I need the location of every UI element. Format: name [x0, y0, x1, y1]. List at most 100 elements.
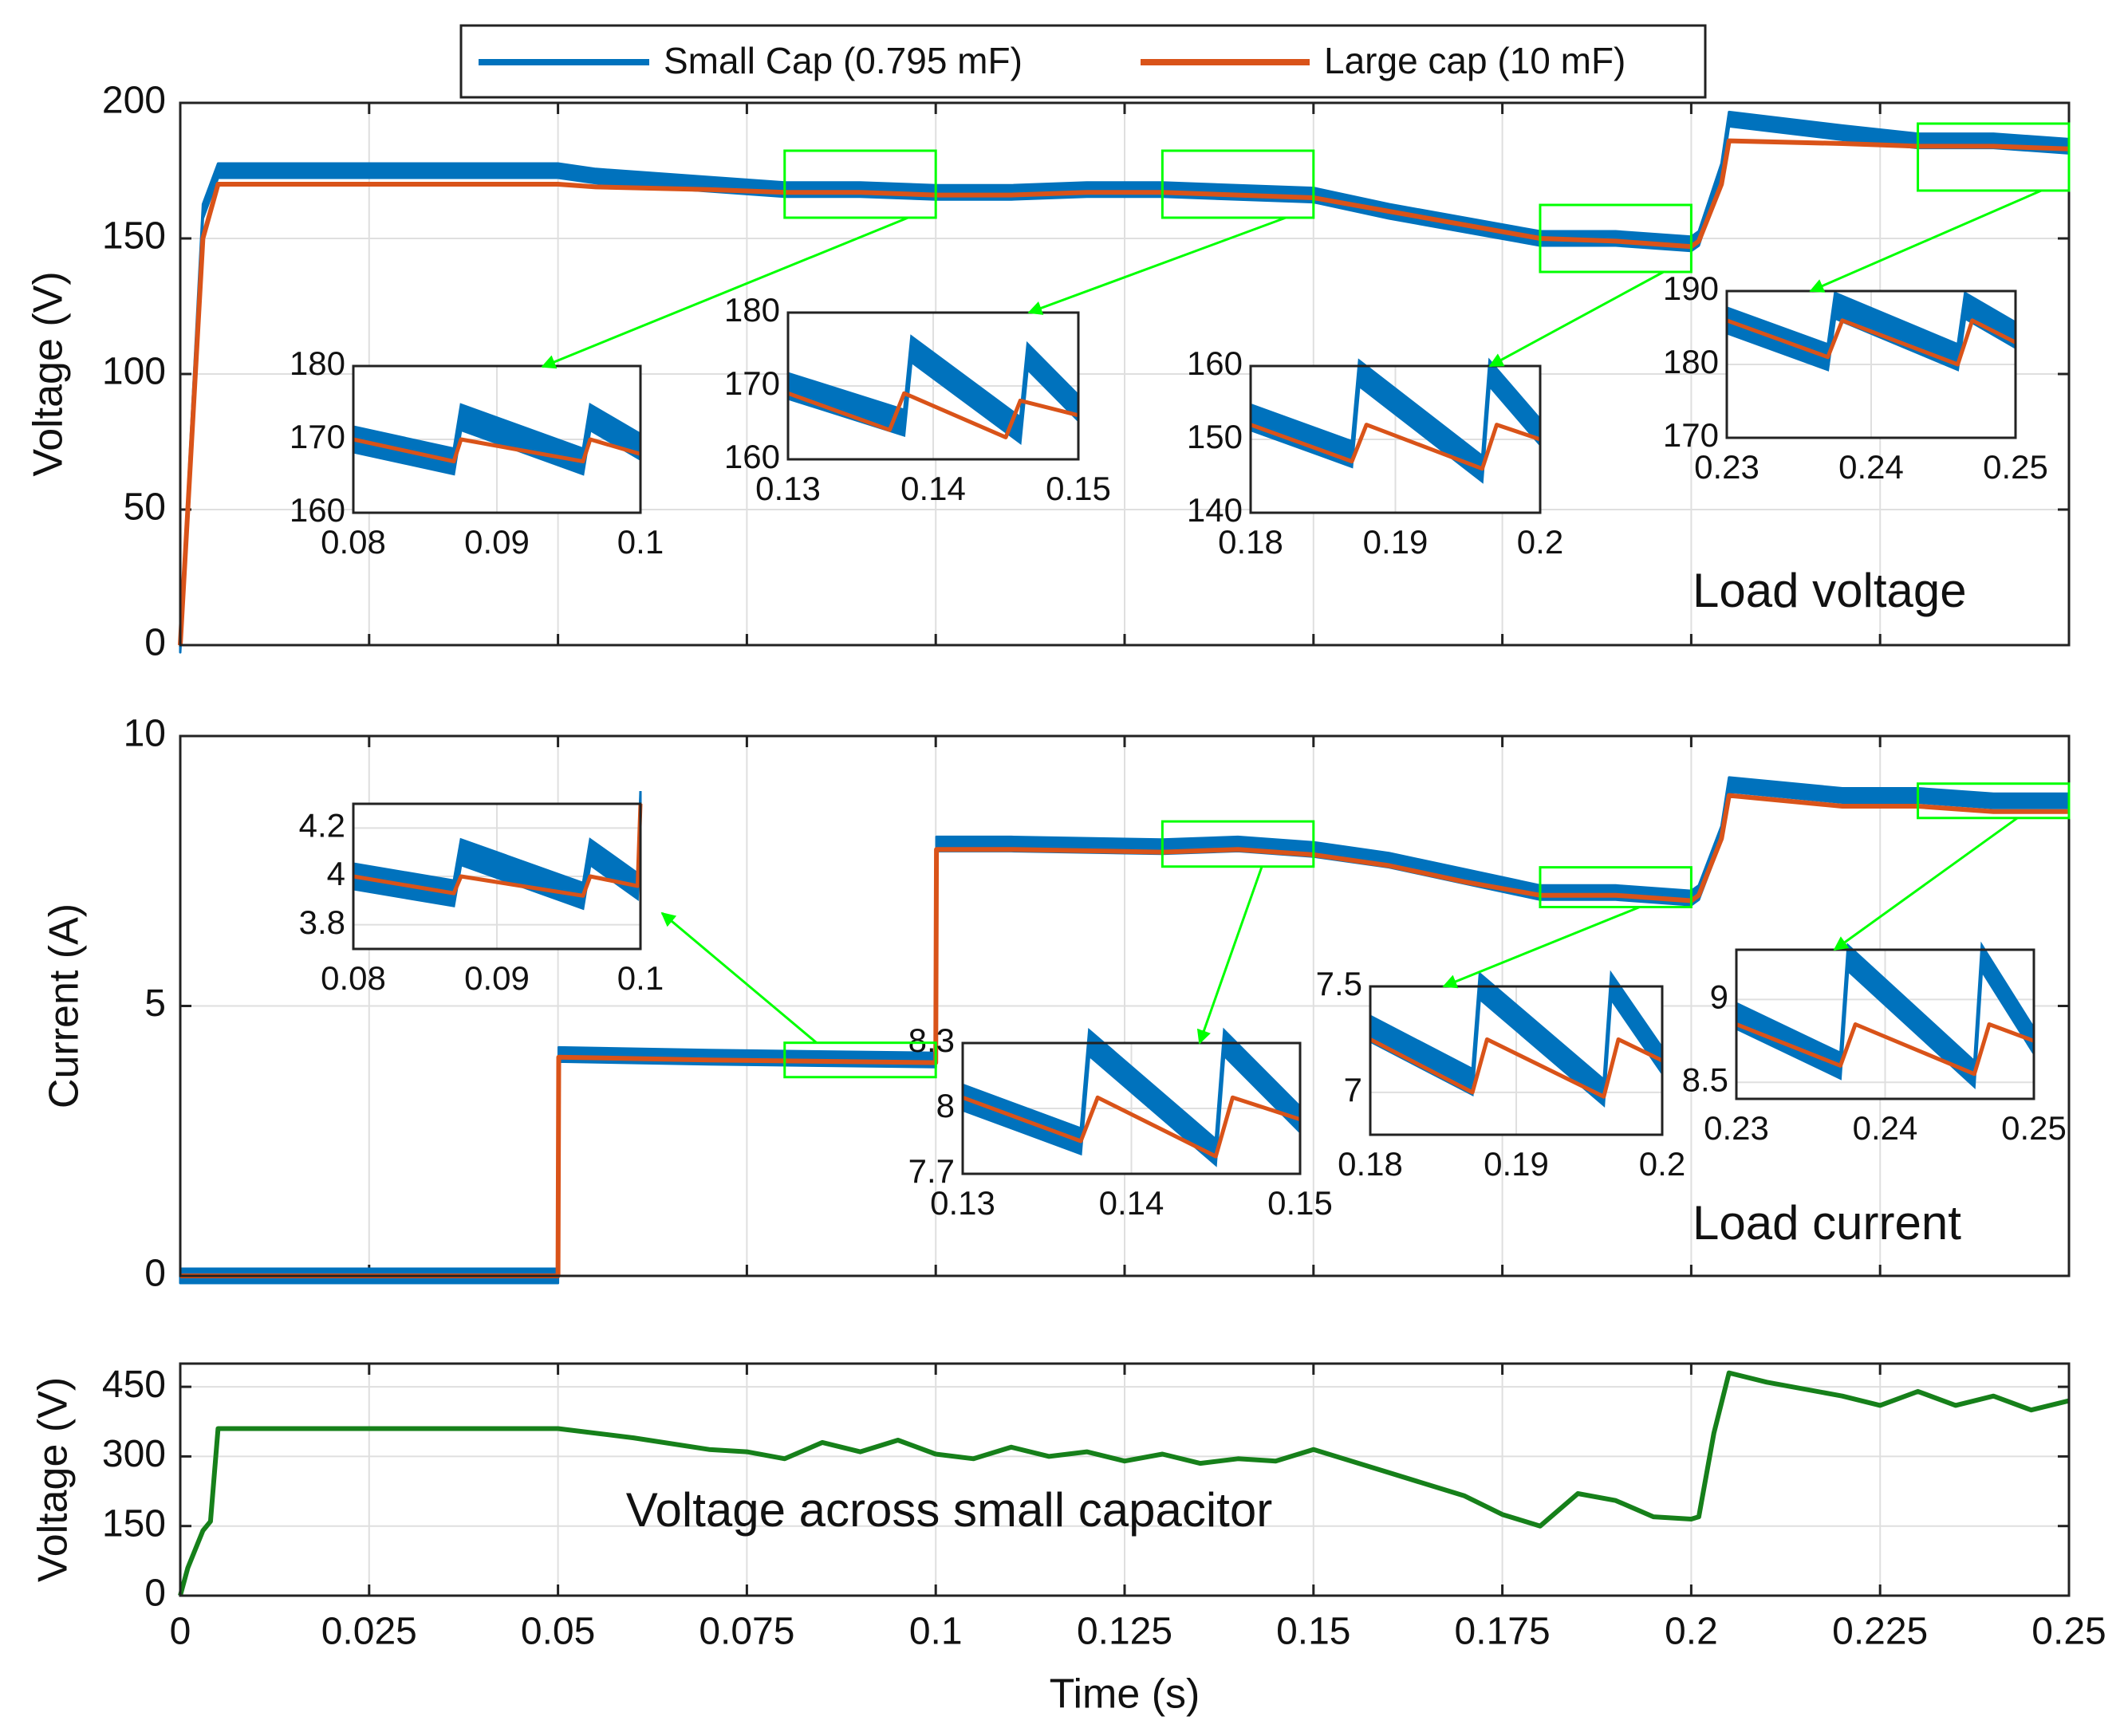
inset-x-tick-label: 0.14 — [900, 470, 966, 507]
y-tick-label: 100 — [102, 351, 166, 393]
zoom-arrow — [541, 216, 909, 369]
inset-axes-box — [1369, 985, 1664, 1136]
inset-y-tick-label: 150 — [1187, 418, 1243, 455]
x-tick-label: 0.25 — [2031, 1611, 2106, 1653]
zoom-arrow — [1027, 216, 1287, 315]
y-axis-label: Current (A) — [41, 903, 88, 1108]
y-tick-label: 200 — [102, 80, 166, 122]
x-tick-label: 0.175 — [1455, 1611, 1551, 1653]
inset-axes-box — [786, 311, 1080, 461]
series — [178, 1370, 2070, 1596]
y-axis-label: Voltage (V) — [26, 271, 72, 476]
y-tick-label: 0 — [144, 1573, 166, 1615]
legend-large-cap-label: Large cap (10 mF) — [1324, 40, 1626, 81]
inset-large-cap-line — [1250, 423, 1541, 471]
y-tick-label: 450 — [102, 1364, 166, 1406]
zoom-inset-6: 0.13 0.14 0.15 7.7 8 8.3 — [908, 1022, 1333, 1222]
zoom-highlight-box — [783, 149, 937, 219]
legend-box — [459, 24, 1707, 99]
zoom-inset-8: 0.23 0.24 0.25 8.5 9 — [1682, 941, 2067, 1147]
inset-y-tick-label: 140 — [1187, 491, 1243, 529]
y-tick-label: 150 — [102, 1502, 166, 1545]
inset-large-cap-line — [1726, 318, 2017, 367]
inset-large-cap-line — [353, 803, 643, 898]
inset-x-tick-label: 0.1 — [617, 959, 664, 997]
x-tick-label: 0.2 — [1665, 1611, 1718, 1653]
inset-large-cap-line — [353, 437, 641, 464]
inset-x-tick-label: 0.08 — [321, 959, 386, 997]
inset-y-tick-label: 8 — [936, 1087, 955, 1124]
inset-y-tick-label: 7.7 — [908, 1152, 955, 1190]
y-tick-label: 150 — [102, 215, 166, 258]
inset-x-tick-label: 0.1 — [617, 523, 664, 561]
zoom-inset-2: 0.13 0.14 0.15 160 170 180 — [724, 291, 1111, 507]
inset-x-tick-label: 0.24 — [1838, 448, 1904, 486]
zoom-inset-4: 0.23 0.24 0.25 170 180 190 — [1663, 270, 2048, 486]
inset-y-tick-label: 180 — [724, 291, 780, 329]
y-tick-label: 5 — [144, 982, 166, 1025]
axes-box — [179, 1362, 2071, 1597]
x-tick-label: 0.225 — [1832, 1611, 1928, 1653]
inset-x-tick-label: 0.18 — [1338, 1145, 1403, 1183]
inset-x-tick-label: 0.25 — [1983, 448, 2048, 486]
inset-x-tick-label: 0.13 — [930, 1184, 995, 1222]
panel-annotation: Load current — [1693, 1196, 1961, 1250]
inset-x-tick-label: 0.25 — [2001, 1109, 2067, 1147]
inset-y-tick-label: 180 — [290, 344, 345, 382]
x-tick-label: 0.125 — [1077, 1611, 1172, 1653]
y-axis-label: Voltage (V) — [30, 1377, 77, 1582]
zoom-inset-7: 0.18 0.19 0.2 7 7.5 — [1316, 965, 1686, 1183]
series-capacitor-voltage — [178, 1370, 2070, 1596]
inset-axes-box — [961, 1041, 1302, 1175]
legend: Small Cap (0.795 mF) Large cap (10 mF) — [459, 24, 1707, 99]
inset-y-tick-label: 160 — [1187, 344, 1243, 382]
legend-small-cap-label: Small Cap (0.795 mF) — [664, 40, 1023, 81]
zoom-highlight-box — [1539, 866, 1693, 908]
zoom-highlight-box — [1161, 149, 1315, 219]
zoom-inset-1: 0.08 0.09 0.1 160 170 180 — [290, 344, 664, 561]
inset-x-tick-label: 0.08 — [321, 523, 386, 561]
zoom-highlight-box — [783, 1041, 937, 1079]
inset-y-tick-label: 7 — [1344, 1071, 1362, 1108]
zoom-highlight-box — [1917, 782, 2071, 820]
inset-y-tick-label: 8.3 — [908, 1022, 955, 1059]
inset-x-tick-label: 0.19 — [1363, 523, 1428, 561]
inset-large-cap-line — [1369, 1037, 1664, 1099]
zoom-highlight-box — [1539, 203, 1693, 274]
zoom-inset-5: 0.08 0.09 0.1 3.8 4 4.2 — [299, 790, 664, 997]
inset-x-tick-label: 0.15 — [1046, 470, 1111, 507]
x-tick-label: 0 — [170, 1611, 191, 1653]
panel-annotation: Voltage across small capacitor — [626, 1483, 1272, 1537]
inset-large-cap-line — [787, 391, 1079, 439]
inset-x-tick-label: 0.13 — [755, 470, 821, 507]
inset-y-tick-label: 190 — [1663, 270, 1719, 307]
inset-x-tick-label: 0.14 — [1099, 1184, 1164, 1222]
inset-x-tick-label: 0.18 — [1218, 523, 1283, 561]
inset-x-tick-label: 0.2 — [1517, 523, 1563, 561]
inset-large-cap-line — [962, 1095, 1301, 1159]
inset-y-tick-label: 8.5 — [1682, 1061, 1728, 1098]
inset-axes-box — [352, 802, 642, 951]
inset-y-tick-label: 4.2 — [299, 806, 345, 844]
zoom-highlight-box — [1161, 820, 1315, 868]
inset-x-tick-label: 0.24 — [1853, 1109, 1918, 1147]
zoom-inset-3: 0.18 0.19 0.2 140 150 160 — [1187, 344, 1563, 561]
inset-y-tick-label: 4 — [327, 855, 345, 892]
inset-y-tick-label: 170 — [724, 364, 780, 402]
inset-x-tick-label: 0.19 — [1484, 1145, 1549, 1183]
x-tick-label: 0.075 — [699, 1611, 794, 1653]
inset-y-tick-label: 7.5 — [1316, 965, 1362, 1002]
inset-y-tick-label: 160 — [290, 491, 345, 529]
inset-x-tick-label: 0.2 — [1639, 1145, 1685, 1183]
inset-y-tick-label: 170 — [1663, 416, 1719, 454]
axes-box — [179, 101, 2071, 647]
inset-y-tick-label: 180 — [1663, 343, 1719, 380]
inset-y-tick-label: 9 — [1710, 978, 1728, 1015]
series-large-cap — [178, 138, 2070, 646]
x-tick-label: 0.1 — [909, 1611, 963, 1653]
inset-axes-box — [1735, 948, 2035, 1100]
axes-box — [179, 734, 2071, 1277]
panel-3: 0 150 300 450 Voltage (V) Voltage across smal… — [30, 1362, 2106, 1718]
